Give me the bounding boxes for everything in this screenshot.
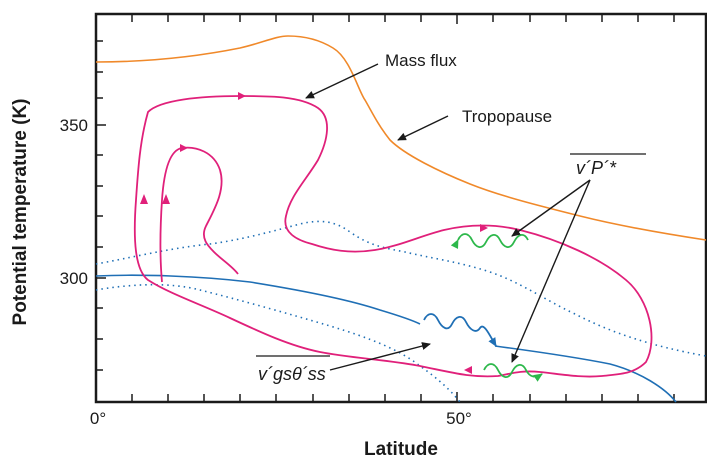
eddy-pressure-flux-label: v´P´*	[570, 153, 646, 178]
y-tick-300: 300	[60, 269, 88, 288]
wave-blue	[423, 313, 497, 347]
pressure-flux-pointer-2	[511, 179, 591, 363]
wave-lower-green	[483, 363, 543, 382]
mass-flux-arrows	[140, 92, 488, 374]
eddy-heat-flux-label: v´gsθ´ss	[256, 355, 330, 384]
y-axis-title: Potential temperature (K)	[10, 99, 31, 326]
y-axis-ticks	[96, 40, 106, 371]
top-axis-ticks	[131, 14, 675, 24]
arrow-inner-top	[180, 144, 188, 152]
pressure-flux-pointer-1	[511, 179, 591, 237]
x-tick-50: 50°	[446, 409, 472, 428]
arrow-top	[238, 92, 246, 100]
isentrope-dotted-upper	[95, 220, 707, 357]
arrow-right	[480, 224, 488, 232]
tropopause-label: Tropopause	[462, 107, 552, 126]
heat-flux-pointer	[329, 342, 431, 371]
isentrope-dotted-lower	[95, 283, 461, 403]
y-tick-350: 350	[60, 116, 88, 135]
tropopause-line	[95, 35, 707, 241]
mass-flux-label: Mass flux	[385, 51, 457, 70]
arrow-bottom-left	[464, 366, 472, 374]
tropopause-pointer	[397, 115, 449, 141]
arrow-left-up-1	[140, 194, 148, 204]
eddy-pressure-flux-text: v´P´*	[576, 158, 617, 178]
eddy-heat-flux-text: v´gsθ´ss	[258, 364, 326, 384]
mass-flux-loop	[133, 95, 653, 378]
arrow-left-up-2	[162, 194, 170, 204]
plot-frame	[94, 12, 707, 404]
mass-flux-pointer	[305, 63, 379, 99]
x-tick-0: 0°	[90, 409, 106, 428]
isentrope-solid-lower	[494, 345, 677, 403]
mass-flux-inner-loop	[159, 146, 239, 283]
x-axis-title: Latitude	[364, 439, 438, 460]
x-axis-ticks	[131, 392, 675, 402]
isentrope-solid	[95, 274, 421, 325]
wave-upper-green	[450, 233, 529, 249]
